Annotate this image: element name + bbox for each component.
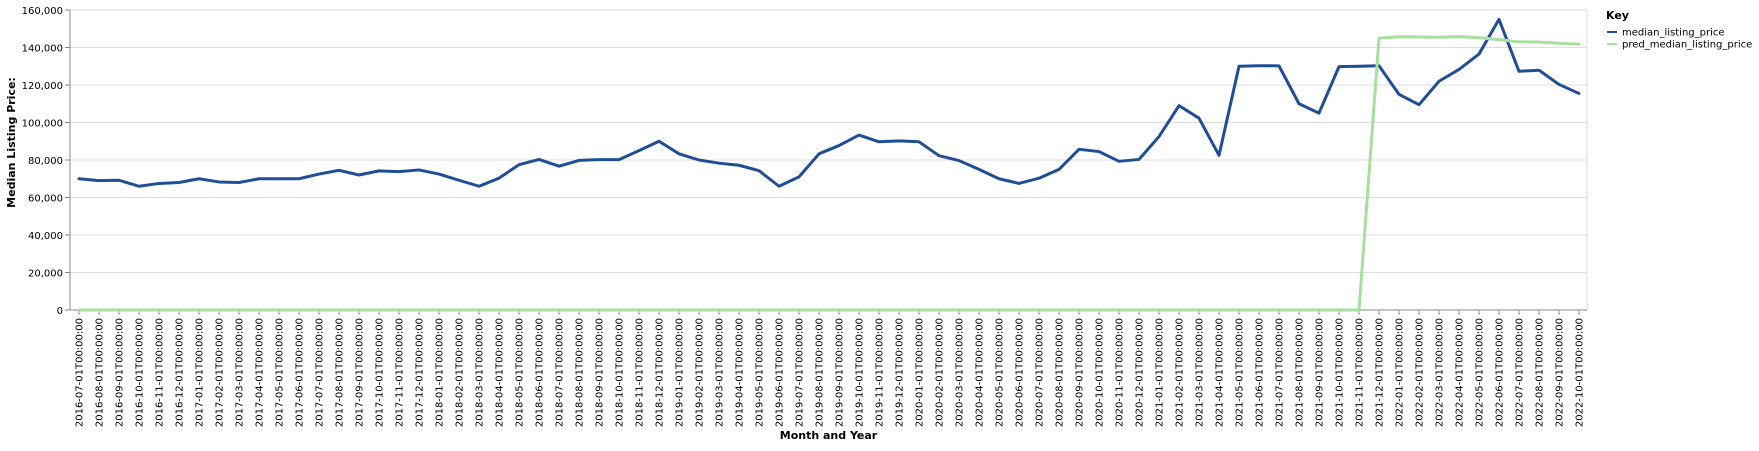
y-axis-title: Median Listing Price: <box>5 77 18 208</box>
series-lines <box>77 17 1581 312</box>
x-tick-label: 2021-06-01T00:00:00 <box>1255 318 1266 427</box>
x-tick-label: 2017-01-01T00:00:00 <box>195 318 206 427</box>
x-tick-label: 2022-07-01T00:00:00 <box>1515 318 1526 427</box>
x-tick-label: 2022-01-01T00:00:00 <box>1395 318 1406 427</box>
x-tick-label: 2020-01-01T00:00:00 <box>915 318 926 427</box>
y-tick-label: 160,000 <box>22 6 63 17</box>
x-tick-label: 2017-08-01T00:00:00 <box>335 318 346 427</box>
x-tick-label: 2019-04-01T00:00:00 <box>735 318 746 427</box>
x-tick-label: 2021-05-01T00:00:00 <box>1235 318 1246 427</box>
x-tick-label: 2018-01-01T00:00:00 <box>435 318 446 427</box>
x-tick-label: 2020-11-01T00:00:00 <box>1115 318 1126 427</box>
x-tick-label: 2017-12-01T00:00:00 <box>415 318 426 427</box>
x-tick-label: 2017-05-01T00:00:00 <box>275 318 286 427</box>
x-tick-label: 2018-05-01T00:00:00 <box>515 318 526 427</box>
x-tick-label: 2020-08-01T00:00:00 <box>1055 318 1066 427</box>
x-tick-label: 2020-12-01T00:00:00 <box>1135 318 1146 427</box>
x-tick-label: 2020-07-01T00:00:00 <box>1035 318 1046 427</box>
x-tick-label: 2021-07-01T00:00:00 <box>1275 318 1286 427</box>
x-tick-label: 2022-08-01T00:00:00 <box>1535 318 1546 427</box>
x-tick-label: 2020-06-01T00:00:00 <box>1015 318 1026 427</box>
x-tick-label: 2017-02-01T00:00:00 <box>215 318 226 427</box>
x-tick-label: 2016-11-01T00:00:00 <box>155 318 166 427</box>
x-tick-label: 2021-02-01T00:00:00 <box>1175 318 1186 427</box>
x-tick-label: 2018-07-01T00:00:00 <box>555 318 566 427</box>
x-tick-label: 2018-06-01T00:00:00 <box>535 318 546 427</box>
x-tick-label: 2022-09-01T00:00:00 <box>1555 318 1566 427</box>
x-tick-label: 2020-04-01T00:00:00 <box>975 318 986 427</box>
x-tick-label: 2022-06-01T00:00:00 <box>1495 318 1506 427</box>
x-tick-label: 2017-04-01T00:00:00 <box>255 318 266 427</box>
x-tick-label: 2021-11-01T00:00:00 <box>1355 318 1366 427</box>
y-tick-label: 100,000 <box>22 119 63 130</box>
x-axis-title: Month and Year <box>780 429 878 442</box>
x-tick-label: 2019-06-01T00:00:00 <box>775 318 786 427</box>
x-tick-label: 2017-11-01T00:00:00 <box>395 318 406 427</box>
x-tick-label: 2019-07-01T00:00:00 <box>795 318 806 427</box>
x-tick-label: 2021-09-01T00:00:00 <box>1315 318 1326 427</box>
axes: 0 20,000 40,000 60,000 80,000 100,000 120,000 1… <box>22 6 1587 427</box>
x-tick-label: 2021-03-01T00:00:00 <box>1195 318 1206 427</box>
x-tick-label: 2019-01-01T00:00:00 <box>675 318 686 427</box>
x-tick-label: 2018-04-01T00:00:00 <box>495 318 506 427</box>
y-tick-label: 40,000 <box>28 231 63 242</box>
x-tick-label: 2019-12-01T00:00:00 <box>895 318 906 427</box>
x-tick-label: 2019-10-01T00:00:00 <box>855 318 866 427</box>
x-tick-label: 2019-11-01T00:00:00 <box>875 318 886 427</box>
x-tick-label: 2016-12-01T00:00:00 <box>175 318 186 427</box>
x-tick-label: 2019-02-01T00:00:00 <box>695 318 706 427</box>
x-tick-label: 2017-09-01T00:00:00 <box>355 318 366 427</box>
y-tick-label: 0 <box>57 306 63 317</box>
x-tick-label: 2018-09-01T00:00:00 <box>595 318 606 427</box>
legend-title: Key <box>1606 9 1629 22</box>
x-tick-label: 2018-10-01T00:00:00 <box>615 318 626 427</box>
x-tick-label: 2018-08-01T00:00:00 <box>575 318 586 427</box>
x-tick-label: 2016-09-01T00:00:00 <box>115 318 126 427</box>
x-tick-label: 2020-02-01T00:00:00 <box>935 318 946 427</box>
x-tick-label: 2017-03-01T00:00:00 <box>235 318 246 427</box>
x-tick-label: 2020-05-01T00:00:00 <box>995 318 1006 427</box>
legend: Key median_listing_pricepred_median_list… <box>1606 9 1752 51</box>
x-tick-label: 2022-05-01T00:00:00 <box>1475 318 1486 427</box>
x-tick-label: 2022-03-01T00:00:00 <box>1435 318 1446 427</box>
x-tick-label: 2018-12-01T00:00:00 <box>655 318 666 427</box>
x-tick-label: 2019-08-01T00:00:00 <box>815 318 826 427</box>
legend-label-median_listing_price: median_listing_price <box>1622 28 1725 39</box>
y-tick-label: 60,000 <box>28 194 63 205</box>
legend-label-pred_median_listing_price: pred_median_listing_price <box>1622 40 1752 51</box>
gridlines <box>70 9 1588 311</box>
x-tick-label: 2018-11-01T00:00:00 <box>635 318 646 427</box>
x-tick-label: 2020-03-01T00:00:00 <box>955 318 966 427</box>
x-tick-label: 2020-09-01T00:00:00 <box>1075 318 1086 427</box>
x-tick-label: 2022-02-01T00:00:00 <box>1415 318 1426 427</box>
x-tick-label: 2017-10-01T00:00:00 <box>375 318 386 427</box>
x-tick-label: 2021-10-01T00:00:00 <box>1335 318 1346 427</box>
series-line-pred_median_listing_price <box>77 35 1581 312</box>
x-tick-label: 2019-03-01T00:00:00 <box>715 318 726 427</box>
x-tick-label: 2022-10-01T00:00:00 <box>1575 318 1586 427</box>
x-tick-label: 2016-10-01T00:00:00 <box>135 318 146 427</box>
x-tick-label: 2019-05-01T00:00:00 <box>755 318 766 427</box>
x-tick-label: 2017-07-01T00:00:00 <box>315 318 326 427</box>
x-tick-label: 2018-02-01T00:00:00 <box>455 318 466 427</box>
y-tick-label: 80,000 <box>28 156 63 167</box>
series-line-median_listing_price <box>77 17 1581 188</box>
x-tick-label: 2016-07-01T00:00:00 <box>75 318 86 427</box>
x-tick-label: 2021-01-01T00:00:00 <box>1155 318 1166 427</box>
x-tick-label: 2021-08-01T00:00:00 <box>1295 318 1306 427</box>
y-tick-label: 20,000 <box>28 269 63 280</box>
x-tick-label: 2021-04-01T00:00:00 <box>1215 318 1226 427</box>
x-tick-label: 2020-10-01T00:00:00 <box>1095 318 1106 427</box>
x-tick-label: 2021-12-01T00:00:00 <box>1375 318 1386 427</box>
y-tick-label: 140,000 <box>22 44 63 55</box>
x-tick-label: 2019-09-01T00:00:00 <box>835 318 846 427</box>
x-tick-label: 2016-08-01T00:00:00 <box>95 318 106 427</box>
y-tick-label: 120,000 <box>22 81 63 92</box>
x-tick-label: 2022-04-01T00:00:00 <box>1455 318 1466 427</box>
x-tick-label: 2018-03-01T00:00:00 <box>475 318 486 427</box>
x-tick-label: 2017-06-01T00:00:00 <box>295 318 306 427</box>
